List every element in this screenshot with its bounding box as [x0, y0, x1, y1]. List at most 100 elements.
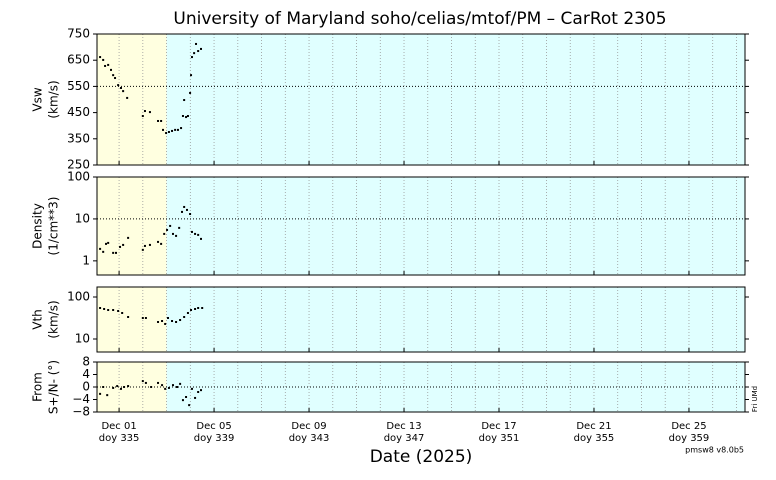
data-point: [200, 389, 203, 392]
data-point: [190, 230, 193, 233]
data-point: [105, 242, 108, 245]
data-point: [150, 386, 153, 388]
data-point: [127, 236, 130, 239]
data-point: [183, 205, 186, 208]
y-tick-label: 450: [67, 105, 90, 119]
data-point: [169, 224, 172, 227]
data-point: [157, 381, 160, 384]
data-point: [180, 127, 183, 130]
data-point: [197, 50, 200, 53]
data-point: [148, 111, 151, 114]
data-point: [160, 119, 163, 122]
plot-frame: [96, 361, 746, 413]
data-point: [117, 310, 120, 313]
y-axis-label: (km/s): [47, 80, 61, 118]
x-tick-doy: doy 339: [194, 433, 235, 444]
y-tick-label: −4: [72, 392, 90, 406]
data-point: [176, 386, 179, 388]
data-point: [181, 115, 184, 118]
data-point: [162, 128, 165, 131]
data-point: [144, 381, 147, 384]
y-tick-label: 750: [67, 27, 90, 41]
data-point: [112, 386, 115, 389]
data-point: [157, 320, 160, 323]
y-tick-label: 100: [67, 170, 90, 184]
y-tick-label: 8: [82, 355, 90, 369]
data-point: [190, 56, 193, 59]
data-point: [174, 128, 177, 131]
data-point: [141, 380, 144, 383]
data-point: [163, 232, 166, 235]
data-point: [197, 306, 200, 309]
data-point: [102, 250, 105, 253]
x-tick-label: Dec 09: [291, 421, 326, 432]
data-point: [179, 319, 182, 322]
data-point: [186, 311, 189, 314]
data-point: [200, 237, 203, 240]
data-point: [190, 309, 193, 312]
background-region: [166, 287, 745, 352]
y-tick-label: 10: [75, 211, 90, 225]
data-point: [122, 90, 125, 93]
y-tick-label: 550: [67, 79, 90, 93]
data-point: [102, 386, 105, 388]
data-point: [176, 128, 179, 131]
data-point: [201, 306, 204, 309]
y-tick-label: 250: [67, 158, 90, 172]
data-point: [161, 384, 164, 387]
data-point: [143, 110, 146, 113]
x-tick-doy: doy 347: [384, 433, 425, 444]
y-tick-label: 4: [82, 367, 90, 381]
data-point: [164, 322, 167, 325]
data-point: [164, 387, 167, 390]
data-point: [181, 399, 184, 402]
footer: pmsw8 v8.0b5: [685, 446, 744, 455]
data-point: [193, 52, 196, 55]
data-point: [183, 99, 186, 102]
data-point: [148, 243, 151, 246]
data-point: [117, 84, 120, 87]
x-tick-doy: doy 359: [669, 433, 710, 444]
data-point: [127, 315, 130, 318]
plot-frame: [96, 176, 746, 276]
x-tick-label: Dec 05: [196, 421, 231, 432]
data-point: [102, 58, 105, 61]
data-point: [104, 64, 107, 67]
data-point: [143, 244, 146, 247]
x-tick-label: Dec 25: [671, 421, 706, 432]
data-point: [161, 320, 164, 323]
data-point: [189, 213, 192, 216]
data-point: [126, 96, 129, 99]
background-region: [97, 362, 167, 412]
data-point: [157, 119, 160, 122]
data-point: [171, 384, 174, 387]
y-tick-label: 1: [82, 253, 90, 267]
data-point: [141, 317, 144, 320]
background-region: [97, 287, 167, 352]
data-point: [186, 115, 189, 118]
y-axis-label: From: [31, 372, 45, 402]
data-point: [185, 396, 188, 398]
side-note: Fri UMd: [751, 386, 759, 412]
data-point: [183, 315, 186, 318]
y-axis-label: Vth: [31, 309, 45, 330]
x-tick-doy: doy 355: [574, 433, 615, 444]
y-tick-label: 0: [82, 380, 90, 394]
data-point: [107, 241, 110, 244]
data-point: [188, 404, 191, 407]
data-point: [179, 382, 182, 385]
y-axis-label: Density: [31, 203, 45, 249]
data-point: [112, 74, 115, 77]
x-tick-label: Dec 21: [576, 421, 611, 432]
data-point: [195, 42, 198, 45]
data-point: [194, 307, 197, 310]
data-point: [190, 74, 193, 77]
data-point: [114, 251, 117, 254]
data-point: [144, 317, 147, 320]
data-point: [160, 242, 163, 245]
data-point: [167, 386, 170, 389]
data-point: [112, 251, 115, 254]
data-point: [121, 311, 124, 314]
data-point: [194, 396, 197, 399]
